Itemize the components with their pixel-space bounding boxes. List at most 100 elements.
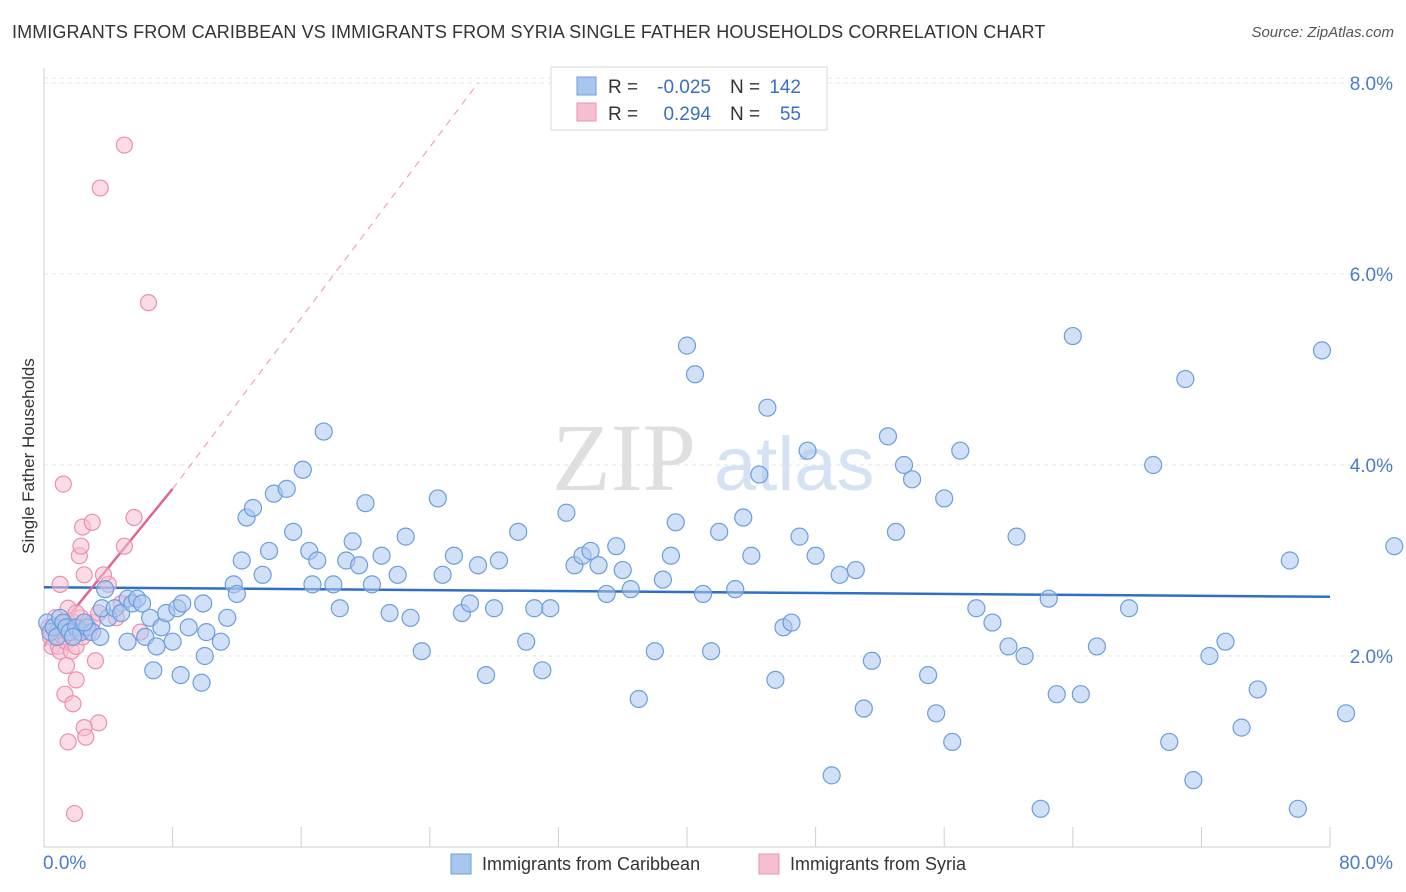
data-point-caribbean — [661, 546, 681, 565]
data-point-caribbean — [702, 642, 721, 661]
data-point-syria — [91, 179, 109, 197]
data-point-syria — [54, 475, 72, 493]
data-point-caribbean — [886, 522, 906, 541]
data-point-caribbean — [396, 527, 415, 546]
data-point-caribbean — [830, 565, 849, 584]
data-point-syria — [115, 537, 133, 555]
source-credit: Source: ZipAtlas.com — [1251, 24, 1394, 41]
data-point-caribbean — [726, 580, 745, 599]
data-point-syria — [83, 513, 101, 531]
data-point-caribbean — [862, 651, 881, 670]
legend-n-value-syria: 55 — [780, 104, 801, 125]
data-point-caribbean — [179, 618, 198, 637]
data-point-caribbean — [685, 365, 705, 384]
data-point-caribbean — [1176, 369, 1195, 389]
data-point-caribbean — [677, 336, 697, 355]
data-point-caribbean — [349, 556, 369, 575]
data-point-caribbean — [951, 441, 970, 460]
data-point-syria — [139, 294, 158, 312]
caribbean-points — [38, 326, 1404, 818]
y-tick-label: 4.0% — [1350, 456, 1393, 477]
series-legend-swatch-caribbean — [450, 853, 472, 875]
data-point-caribbean — [372, 546, 391, 565]
data-point-caribbean — [192, 673, 211, 692]
trend-line-syria-extension — [172, 82, 479, 490]
data-point-caribbean — [999, 637, 1018, 656]
legend-swatch-caribbean — [576, 76, 597, 96]
data-point-caribbean — [597, 584, 616, 604]
data-point-caribbean — [380, 603, 399, 623]
legend-r-value-caribbean: -0.025 — [657, 77, 711, 98]
legend-n-label: N = — [730, 77, 760, 98]
data-point-syria — [67, 671, 85, 689]
data-point-caribbean — [330, 599, 349, 618]
data-point-caribbean — [1119, 599, 1139, 618]
data-point-caribbean — [218, 608, 237, 627]
data-point-caribbean — [1288, 799, 1307, 818]
data-point-caribbean — [476, 665, 496, 685]
data-point-caribbean — [1184, 771, 1203, 790]
data-point-caribbean — [1015, 646, 1034, 666]
data-point-caribbean — [1280, 551, 1299, 570]
data-point-caribbean — [1336, 704, 1356, 723]
data-point-caribbean — [444, 546, 464, 565]
data-point-caribbean — [557, 503, 576, 522]
syria-points — [40, 136, 158, 823]
data-point-caribbean — [509, 522, 528, 541]
watermark: ZIP atlas — [552, 404, 875, 511]
data-point-caribbean — [362, 575, 382, 594]
data-point-caribbean — [243, 498, 263, 518]
y-tick-label: 2.0% — [1350, 647, 1393, 668]
data-point-caribbean — [613, 560, 632, 580]
data-point-caribbean — [197, 623, 216, 642]
data-point-caribbean — [1144, 455, 1163, 475]
data-point-caribbean — [653, 570, 672, 589]
data-point-syria — [51, 575, 69, 593]
legend-n-value-caribbean: 142 — [769, 77, 801, 98]
x-tick-label-min: 0.0% — [43, 853, 86, 874]
data-point-syria — [59, 733, 77, 751]
data-point-caribbean — [277, 479, 296, 498]
data-point-caribbean — [1031, 799, 1050, 818]
data-point-caribbean — [943, 732, 962, 752]
data-point-caribbean — [324, 575, 343, 594]
watermark-zip: ZIP — [552, 404, 696, 511]
legend-swatch-syria — [576, 102, 597, 122]
data-point-caribbean — [927, 704, 946, 723]
data-point-caribbean — [284, 522, 303, 541]
data-point-caribbean — [798, 441, 817, 460]
data-point-caribbean — [388, 565, 407, 584]
y-tick-labels: 2.0% 4.0% 6.0% 8.0% — [1350, 74, 1393, 668]
data-point-caribbean — [171, 665, 190, 685]
data-point-caribbean — [666, 513, 685, 532]
data-point-caribbean — [734, 508, 753, 527]
data-point-caribbean — [194, 594, 213, 613]
data-point-syria — [57, 656, 76, 675]
data-point-caribbean — [144, 661, 163, 680]
data-point-caribbean — [468, 556, 488, 575]
data-point-caribbean — [902, 470, 922, 489]
data-point-caribbean — [132, 594, 152, 613]
data-point-caribbean — [1063, 326, 1082, 346]
data-point-caribbean — [645, 642, 664, 661]
y-tick-label: 8.0% — [1350, 74, 1393, 95]
data-point-caribbean — [1007, 527, 1026, 546]
legend-r-label: R = — [608, 104, 638, 125]
data-point-caribbean — [525, 599, 544, 618]
data-point-syria — [115, 136, 133, 154]
data-point-caribbean — [259, 541, 279, 561]
data-point-caribbean — [782, 613, 801, 632]
data-point-caribbean — [1160, 732, 1179, 752]
data-point-caribbean — [401, 608, 420, 627]
data-point-caribbean — [293, 460, 312, 479]
data-point-caribbean — [935, 489, 954, 508]
data-point-caribbean — [854, 699, 873, 718]
data-point-caribbean — [710, 522, 729, 541]
data-point-caribbean — [253, 565, 272, 584]
data-point-caribbean — [460, 594, 480, 613]
data-point-caribbean — [232, 551, 251, 570]
data-point-caribbean — [766, 670, 785, 689]
data-point-caribbean — [541, 599, 560, 618]
data-point-caribbean — [1200, 646, 1219, 666]
